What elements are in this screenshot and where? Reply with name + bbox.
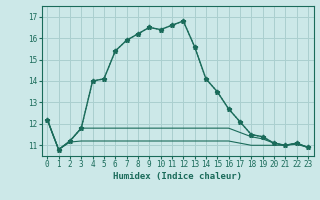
X-axis label: Humidex (Indice chaleur): Humidex (Indice chaleur) xyxy=(113,172,242,181)
